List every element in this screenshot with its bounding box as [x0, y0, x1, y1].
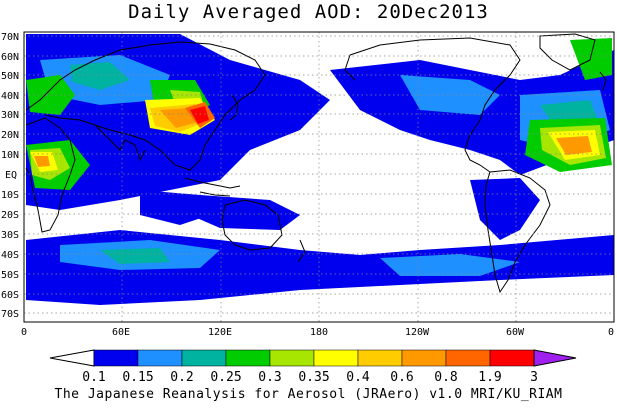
map-frame	[23, 31, 615, 323]
colorbar-swatch	[181, 349, 227, 367]
map-panel	[23, 31, 615, 323]
coastlines	[25, 33, 607, 294]
lon-label: 0	[608, 327, 614, 338]
lat-label: 20S	[1, 210, 19, 221]
lon-label: 60E	[112, 327, 130, 338]
lat-label: 60S	[1, 290, 19, 301]
colorbar-label: 0.6	[390, 370, 413, 385]
lat-label: 50S	[1, 270, 19, 281]
lat-label: 70S	[1, 309, 19, 320]
colorbar-low-arrow	[49, 349, 95, 367]
lon-label: 60W	[506, 327, 525, 338]
lat-label: 10N	[1, 150, 19, 161]
colorbar-swatch	[489, 349, 535, 367]
colorbar: 0.1 0.15 0.2 0.25 0.3 0.35 0.4 0.6 0.8 1…	[49, 349, 577, 385]
lon-label: 120E	[208, 327, 232, 338]
lat-label: 10S	[1, 190, 19, 201]
colorbar-label: 0.4	[346, 370, 370, 385]
colorbar-label: 3	[530, 370, 538, 385]
colorbar-swatch	[137, 349, 183, 367]
lon-label: 0	[21, 327, 27, 338]
lat-label: 20N	[1, 130, 19, 141]
longitude-labels: 0 60E 120E 180 120W 60W 0	[21, 327, 614, 338]
colorbar-label: 1.9	[478, 370, 501, 385]
colorbar-swatch	[269, 349, 315, 367]
colorbar-swatch	[93, 349, 139, 367]
aod-field	[26, 34, 614, 305]
lat-label: 40N	[1, 91, 19, 102]
colorbar-swatch	[357, 349, 403, 367]
colorbar-label: 0.1	[82, 370, 105, 385]
lat-label: 60N	[1, 52, 19, 63]
map-title: Daily Averaged AOD: 20Dec2013	[128, 1, 489, 23]
colorbar-swatch	[313, 349, 359, 367]
colorbar-swatch	[445, 349, 491, 367]
lat-label: 40S	[1, 250, 19, 261]
colorbar-label: 0.35	[298, 370, 329, 385]
colorbar-label: 0.3	[258, 370, 281, 385]
lon-label: 180	[310, 327, 328, 338]
lat-label: EQ	[5, 170, 17, 181]
latitude-labels: 70N 60N 50N 40N 30N 20N 10N EQ 10S 20S 3…	[1, 32, 19, 320]
lat-label: 50N	[1, 71, 19, 82]
lat-label: 30S	[1, 230, 19, 241]
colorbar-label: 0.15	[122, 370, 153, 385]
lat-label: 30N	[1, 110, 19, 121]
colorbar-swatch	[401, 349, 447, 367]
lon-label: 120W	[405, 327, 430, 338]
lat-label: 70N	[1, 32, 19, 43]
graticule	[24, 32, 614, 322]
colorbar-label: 0.25	[210, 370, 241, 385]
dataset-credit: The Japanese Reanalysis for Aerosol (JRA…	[54, 387, 563, 402]
colorbar-swatch	[225, 349, 271, 367]
colorbar-label: 0.2	[170, 370, 193, 385]
colorbar-high-arrow	[533, 349, 577, 367]
colorbar-label: 0.8	[434, 370, 457, 385]
